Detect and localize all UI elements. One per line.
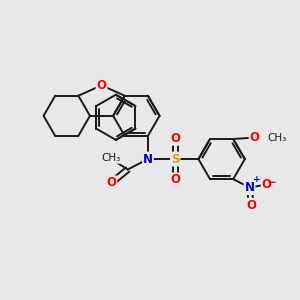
Text: O: O (262, 178, 272, 191)
Text: O: O (250, 131, 260, 144)
Text: O: O (246, 199, 256, 212)
Text: O: O (97, 79, 106, 92)
Text: O: O (170, 173, 180, 186)
Text: S: S (171, 153, 179, 166)
Text: N: N (244, 181, 255, 194)
Text: +: + (254, 175, 261, 184)
Text: N: N (143, 153, 153, 166)
Text: −: − (267, 176, 277, 189)
Text: CH₃: CH₃ (102, 153, 121, 163)
Text: O: O (106, 176, 116, 189)
Text: O: O (170, 132, 180, 145)
Text: CH₃: CH₃ (267, 133, 286, 142)
